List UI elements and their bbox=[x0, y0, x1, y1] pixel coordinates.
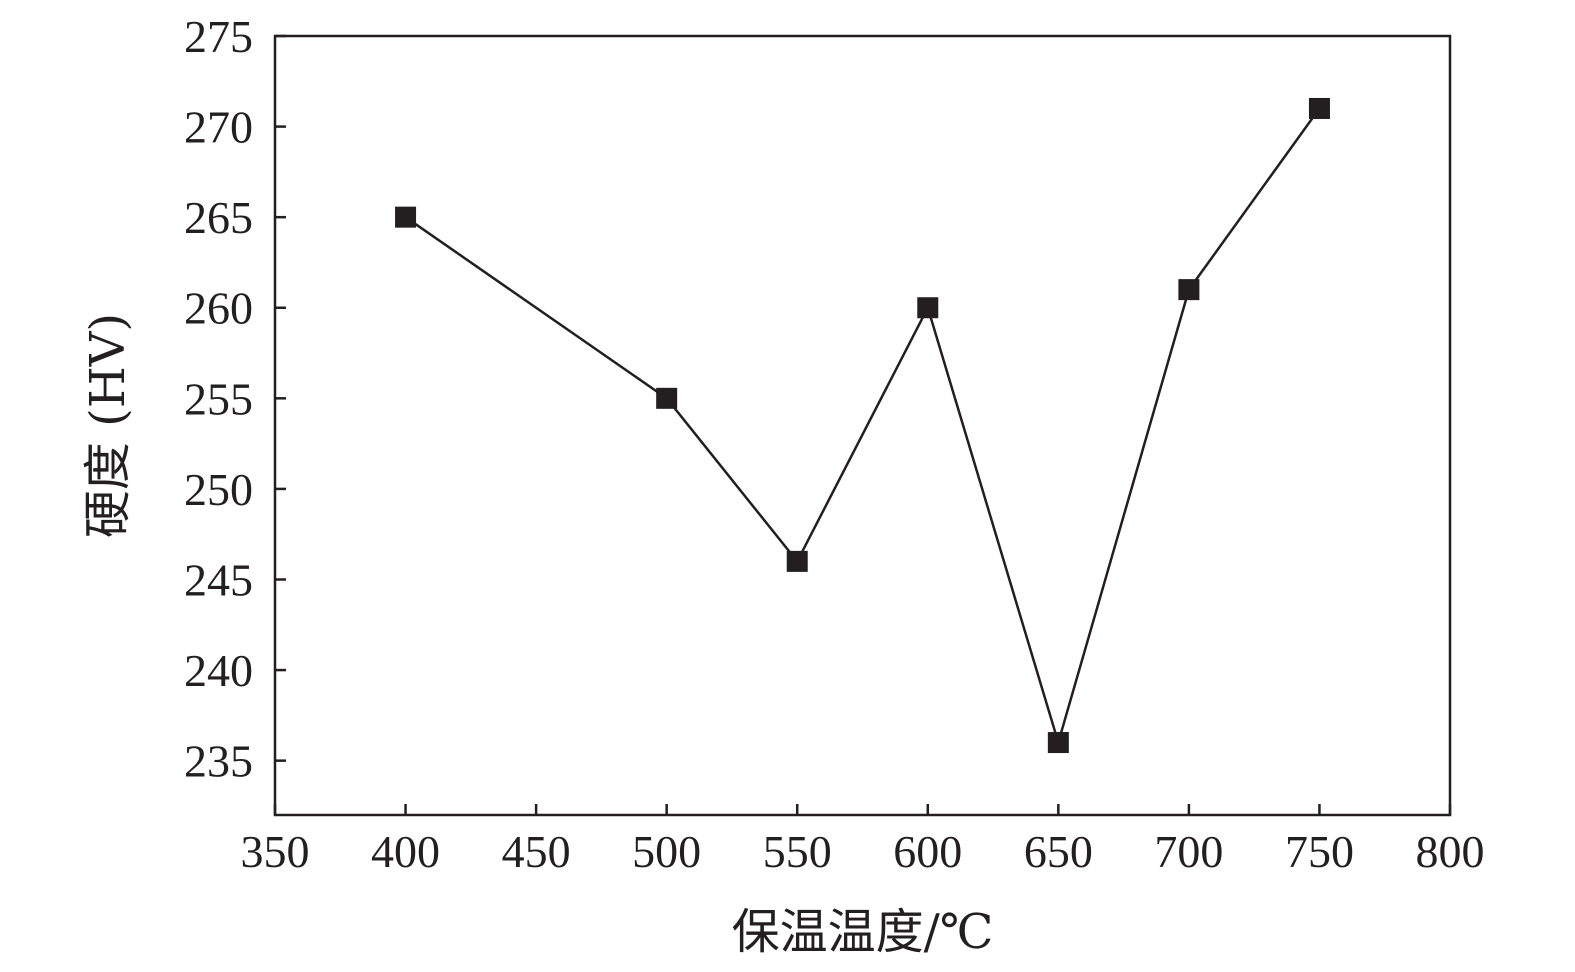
data-point-marker bbox=[1178, 279, 1200, 301]
x-tick-label: 400 bbox=[371, 826, 440, 877]
x-tick-label: 450 bbox=[502, 826, 571, 877]
x-tick-label: 350 bbox=[241, 826, 310, 877]
x-tick-label: 700 bbox=[1154, 826, 1223, 877]
data-point-marker bbox=[1308, 97, 1330, 119]
x-tick-label: 600 bbox=[893, 826, 962, 877]
x-tick-label: 750 bbox=[1285, 826, 1354, 877]
x-tick-label: 500 bbox=[632, 826, 701, 877]
y-tick-label: 240 bbox=[184, 645, 253, 696]
x-axis-label: 保温温度/℃ bbox=[732, 904, 994, 960]
x-tick-label: 650 bbox=[1024, 826, 1093, 877]
series-line bbox=[404, 107, 1321, 747]
y-ticks: 235 240 245 250 255 260 265 270 275 bbox=[184, 11, 286, 787]
series-markers bbox=[395, 97, 1330, 754]
plot-frame bbox=[273, 34, 1452, 817]
y-tick-label: 275 bbox=[184, 11, 253, 62]
data-point-marker bbox=[395, 206, 417, 228]
y-tick-label: 235 bbox=[184, 736, 253, 787]
data-point-marker bbox=[786, 550, 808, 572]
y-tick-label: 260 bbox=[184, 283, 253, 334]
data-point-marker bbox=[1047, 732, 1069, 754]
y-tick-label: 265 bbox=[184, 192, 253, 243]
x-tick-label: 550 bbox=[763, 826, 832, 877]
y-axis-label: 硬度 (HV) bbox=[80, 313, 136, 538]
y-tick-label: 250 bbox=[184, 464, 253, 515]
x-ticks: 350 400 450 500 550 600 650 700 750 800 bbox=[241, 804, 1485, 877]
x-tick-label: 800 bbox=[1416, 826, 1485, 877]
y-tick-label: 245 bbox=[184, 554, 253, 605]
y-tick-label: 270 bbox=[184, 102, 253, 153]
y-tick-label: 255 bbox=[184, 373, 253, 424]
data-point-marker bbox=[917, 297, 939, 319]
data-point-marker bbox=[656, 387, 678, 409]
